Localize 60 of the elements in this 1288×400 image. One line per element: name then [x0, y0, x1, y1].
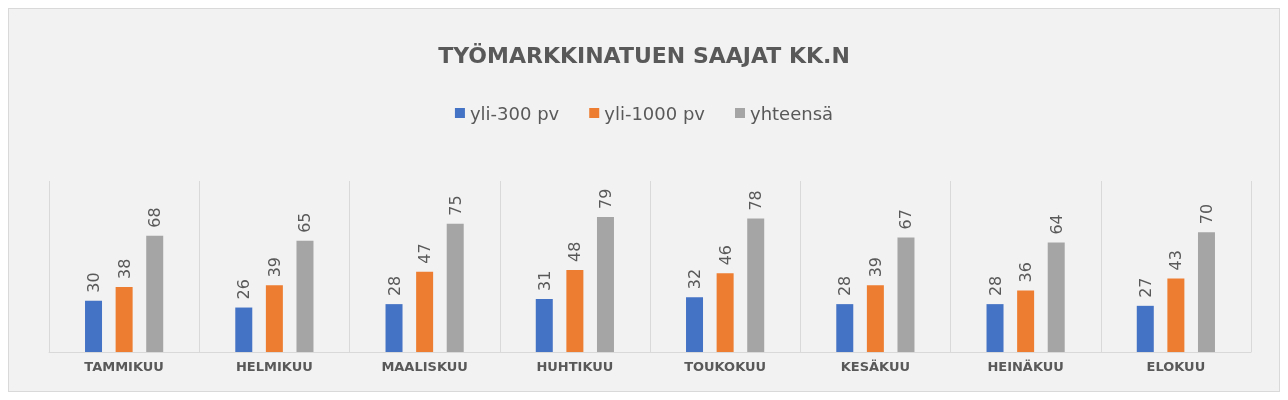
data-label: 30: [84, 272, 104, 293]
data-label: 46: [715, 244, 735, 266]
x-tick-label: ELOKUU: [1146, 359, 1206, 374]
data-label: 39: [264, 256, 284, 278]
bar: [146, 235, 164, 352]
bar: [836, 304, 854, 352]
bar: [296, 240, 314, 352]
data-label: 28: [985, 275, 1005, 297]
data-label: 32: [685, 268, 705, 290]
bar: [446, 223, 464, 352]
bar: [85, 300, 103, 352]
bar: [716, 273, 734, 352]
data-label: 47: [415, 243, 435, 264]
data-label: 78: [746, 190, 766, 211]
data-label: 79: [595, 188, 615, 209]
bar: [986, 304, 1004, 352]
bar: [747, 218, 765, 352]
data-label: 48: [565, 241, 585, 262]
legend-label: yhteensä: [749, 102, 834, 124]
x-tick-label: TAMMIKUU: [84, 359, 164, 374]
data-label: 64: [1046, 214, 1066, 235]
legend-label: yli-300 pv: [469, 102, 560, 124]
chart-title: TYÖMARKKINATUEN SAAJAT KK.N: [438, 42, 850, 68]
data-label: 36: [1016, 262, 1036, 283]
bar: [686, 297, 704, 352]
data-label: 28: [835, 275, 855, 297]
data-label: 43: [1166, 250, 1186, 271]
bar: [385, 304, 403, 352]
x-tick-label: KESÄKUU: [840, 359, 911, 374]
bar: [1017, 290, 1035, 352]
data-label: 67: [896, 209, 916, 230]
bar: [1167, 278, 1185, 352]
bar: [115, 287, 133, 352]
data-label: 70: [1196, 203, 1216, 225]
legend-label: yli-1000 pv: [604, 102, 706, 124]
data-label: 31: [534, 270, 554, 291]
bar: [1197, 232, 1215, 352]
bar: [265, 285, 283, 352]
data-label: 65: [295, 212, 315, 233]
bar: [416, 271, 434, 352]
bar: [566, 269, 584, 352]
data-label: 28: [384, 275, 404, 297]
x-tick-label: HEINÄKUU: [987, 359, 1064, 374]
bar: [535, 298, 553, 352]
data-label: 39: [865, 256, 885, 278]
data-label: 38: [114, 258, 134, 280]
bar: [235, 307, 253, 352]
x-tick-label: MAALISKUU: [381, 359, 468, 374]
bar: [897, 237, 915, 352]
bar: [596, 216, 614, 352]
x-tick-label: TOUKOKUU: [684, 359, 767, 374]
x-tick-label: HUHTIKUU: [536, 359, 614, 374]
bar: [866, 285, 884, 352]
bar: [1047, 242, 1065, 352]
bar: [1136, 305, 1154, 352]
x-tick-label: HELMIKUU: [235, 359, 313, 374]
data-label: 26: [234, 279, 254, 300]
data-label: 27: [1135, 277, 1155, 298]
data-label: 75: [445, 195, 465, 216]
data-label: 68: [145, 207, 165, 228]
